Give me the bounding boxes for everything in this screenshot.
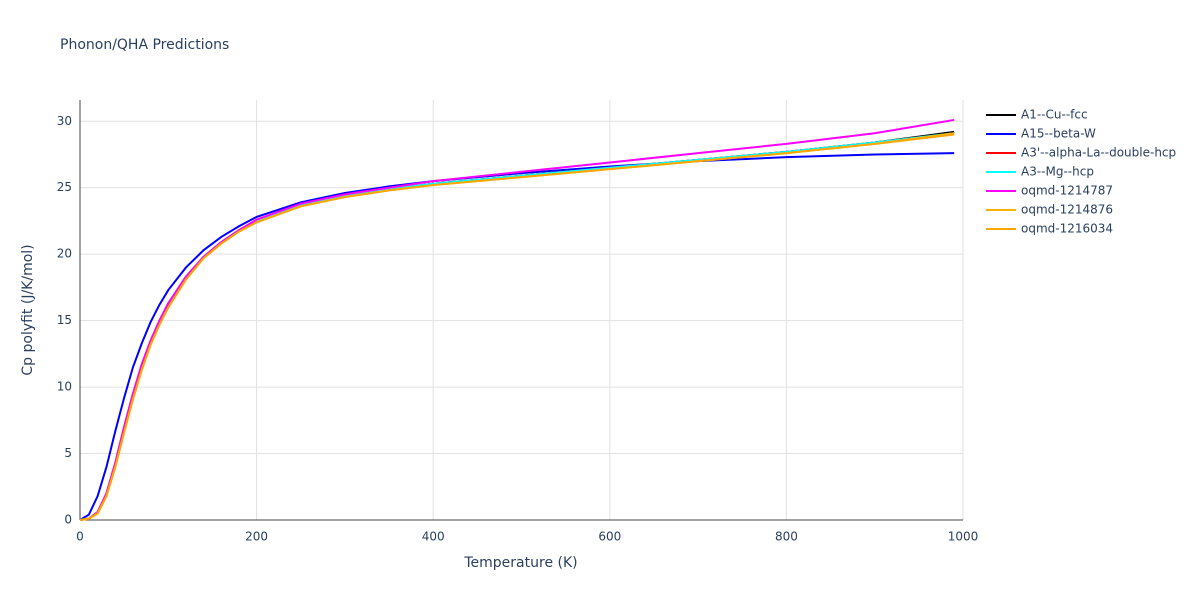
series-line [79, 132, 955, 521]
series-line [79, 152, 955, 521]
y-axis-label: Cp polyfit (J/K/mol) [20, 244, 36, 375]
x-tick-label: 400 [422, 530, 445, 544]
legend-label: oqmd-1216034 [1021, 222, 1113, 236]
y-tick-label: 10 [57, 380, 72, 394]
legend-label: A3--Mg--hcp [1021, 165, 1094, 179]
series-line [79, 133, 955, 521]
y-tick-label: 5 [64, 446, 72, 460]
legend-label: oqmd-1214787 [1021, 184, 1113, 198]
y-tick-label: 15 [57, 313, 72, 327]
x-tick-label: 600 [598, 530, 621, 544]
y-tick-label: 20 [57, 247, 72, 261]
legend-label: A3'--alpha-La--double-hcp [1021, 146, 1176, 160]
legend-label: oqmd-1214876 [1021, 203, 1113, 217]
x-axis-label: Temperature (K) [463, 555, 577, 571]
x-tick-label: 0 [76, 530, 84, 544]
series-line [79, 130, 955, 521]
y-tick-label: 0 [64, 513, 72, 527]
series-line [79, 132, 955, 521]
series-line [79, 132, 955, 521]
series-line [79, 118, 955, 521]
chart-title: Phonon/QHA Predictions [60, 37, 229, 53]
x-tick-label: 200 [245, 530, 268, 544]
x-tick-label: 800 [775, 530, 798, 544]
y-tick-label: 30 [57, 114, 72, 128]
y-tick-label: 25 [57, 180, 72, 194]
legend-label: A1--Cu--fcc [1021, 108, 1088, 122]
legend-label: A15--beta-W [1021, 127, 1096, 141]
x-tick-label: 1000 [948, 530, 979, 544]
